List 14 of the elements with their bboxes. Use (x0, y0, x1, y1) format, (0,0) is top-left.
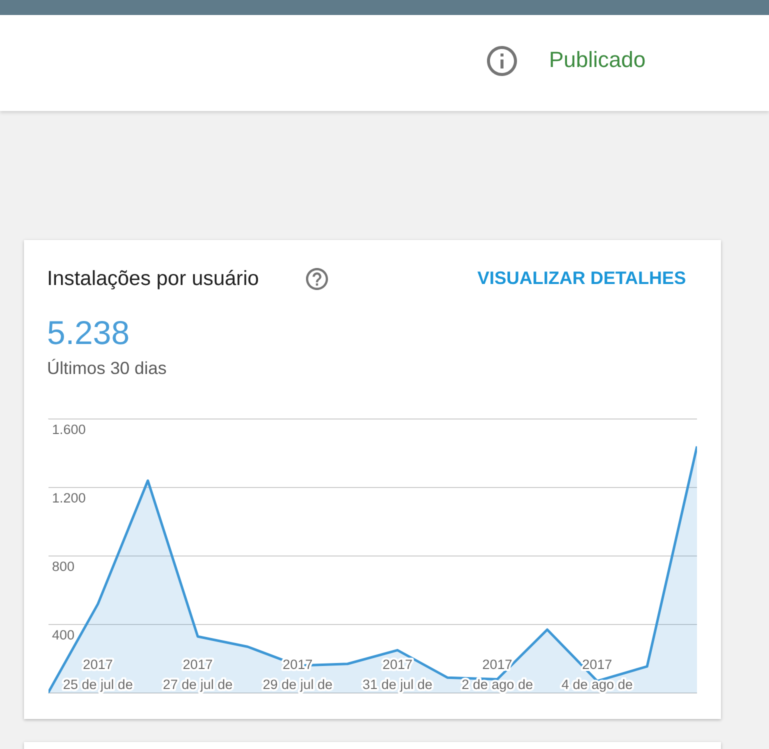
y-tick-label: 800 (52, 559, 75, 574)
y-tick-label: 1.200 (52, 490, 86, 506)
y-tick-label: 1.600 (52, 422, 86, 437)
text: Últimos 30 dias (47, 358, 167, 378)
x-tick-label: 2017 25 de jul de (63, 657, 133, 692)
chart-title: Instalações por usuário (47, 267, 259, 291)
x-tick-label: 2017 31 de jul de (362, 657, 432, 692)
x-tick-label: 2017 27 de jul de (162, 657, 233, 692)
text: Publicado (549, 46, 646, 74)
y-tick-label: 400 (52, 628, 75, 642)
x-tick-label: 2017 4 de ago de (561, 657, 633, 692)
text: 5.238 (47, 313, 130, 353)
x-tick-label: 2017 2 de ago de (462, 657, 533, 692)
text: VISUALIZAR DETALHES (477, 268, 686, 290)
